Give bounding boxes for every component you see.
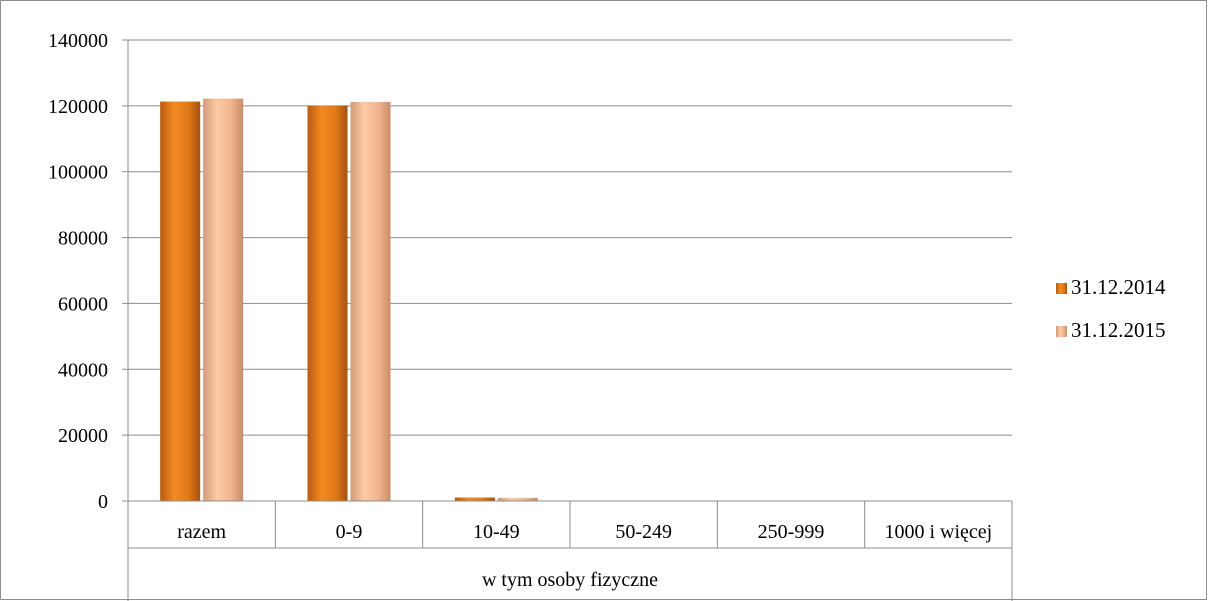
bar-31.12.2015-10-49 xyxy=(497,497,538,501)
legend-label: 31.12.2015 xyxy=(1071,318,1166,342)
x-tick-label: 50-249 xyxy=(615,521,672,543)
bars xyxy=(160,98,980,502)
x-tick-label: 10-49 xyxy=(473,521,520,543)
axes: 0 20000 40000 60000 80000 100000 120000 140000 r… xyxy=(48,30,1013,601)
y-tick-label: 20000 xyxy=(58,425,108,447)
bar-31.12.2014-10-49 xyxy=(454,497,495,501)
bar-31.12.2014-0-9 xyxy=(307,105,348,501)
x-tick-label: 0-9 xyxy=(336,521,363,543)
legend: 31.12.2014 31.12.2015 xyxy=(1056,275,1166,342)
legend-swatch xyxy=(1056,283,1067,294)
y-tick-label: 100000 xyxy=(48,162,108,184)
y-tick-label: 80000 xyxy=(58,228,108,250)
x-tick-label: 250-999 xyxy=(758,521,825,543)
x-tick-label: 1000 i więcej xyxy=(884,521,992,543)
legend-swatch xyxy=(1056,326,1067,337)
y-tick-label: 0 xyxy=(98,491,108,513)
bar-31.12.2015-razem xyxy=(203,98,244,501)
y-tick-label: 140000 xyxy=(48,30,108,52)
bar-31.12.2015-0-9 xyxy=(350,101,391,502)
bar-31.12.2014-razem xyxy=(160,101,201,502)
x-group-label: w tym osoby fizyczne xyxy=(482,569,658,591)
x-tick-label: razem xyxy=(177,521,226,543)
legend-label: 31.12.2014 xyxy=(1071,275,1166,299)
y-tick-label: 40000 xyxy=(58,359,108,381)
y-tick-label: 120000 xyxy=(48,96,108,118)
y-tick-label: 60000 xyxy=(58,293,108,315)
